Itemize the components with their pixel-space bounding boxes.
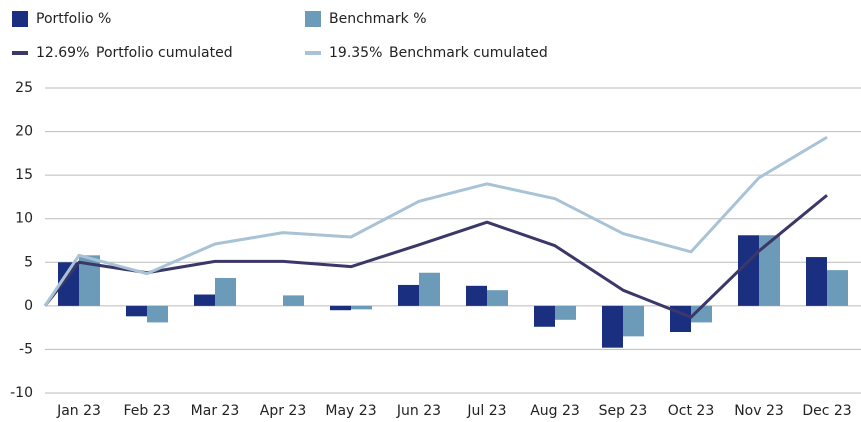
bar <box>147 305 168 323</box>
x-tick-label: Oct 23 <box>668 403 714 419</box>
x-tick-label: Mar 23 <box>191 403 240 419</box>
y-tick-label: 0 <box>24 298 33 314</box>
legend-swatch <box>12 11 28 27</box>
bar <box>487 290 508 306</box>
bar <box>283 295 304 306</box>
legend-label: Portfolio cumulated <box>96 45 233 61</box>
x-tick-label: Sep 23 <box>599 403 648 419</box>
legend-label: Benchmark % <box>329 11 427 27</box>
x-tick-label: Jun 23 <box>396 403 441 419</box>
x-tick-label: Aug 23 <box>530 403 580 419</box>
legend-value: 19.35% <box>329 45 382 61</box>
bar <box>419 272 440 306</box>
y-tick-label: 5 <box>24 254 33 270</box>
bar <box>351 305 372 310</box>
line <box>43 135 828 307</box>
bar <box>623 305 644 337</box>
legend-label: Portfolio % <box>36 11 111 27</box>
bar <box>827 270 848 306</box>
legend-value: 12.69% <box>36 45 89 61</box>
bar <box>398 284 419 306</box>
legend-label: Benchmark cumulated <box>389 45 548 61</box>
bar <box>602 305 623 348</box>
y-tick-label: 20 <box>15 124 33 140</box>
bar <box>194 294 215 306</box>
x-tick-label: Dec 23 <box>802 403 851 419</box>
bar <box>738 235 759 306</box>
bar <box>466 285 487 306</box>
bar <box>79 255 100 306</box>
bar <box>126 305 147 317</box>
bar <box>330 305 351 311</box>
x-tick-label: Apr 23 <box>260 403 306 419</box>
bar <box>759 235 780 306</box>
bar <box>555 305 576 320</box>
x-tick-label: Jan 23 <box>56 403 101 419</box>
x-tick-label: Feb 23 <box>123 403 170 419</box>
y-tick-label: 10 <box>15 211 33 227</box>
bar <box>534 305 555 327</box>
y-tick-label: 15 <box>15 167 33 183</box>
bar <box>215 277 236 306</box>
y-tick-label: -5 <box>19 341 33 357</box>
x-tick-label: Jul 23 <box>466 403 506 419</box>
x-tick-label: Nov 23 <box>734 403 784 419</box>
y-tick-label: 25 <box>15 80 33 96</box>
x-tick-label: May 23 <box>325 403 376 419</box>
legend-swatch <box>305 11 321 27</box>
bar <box>58 262 79 306</box>
y-tick-label: -10 <box>10 385 33 401</box>
bar <box>806 257 827 306</box>
